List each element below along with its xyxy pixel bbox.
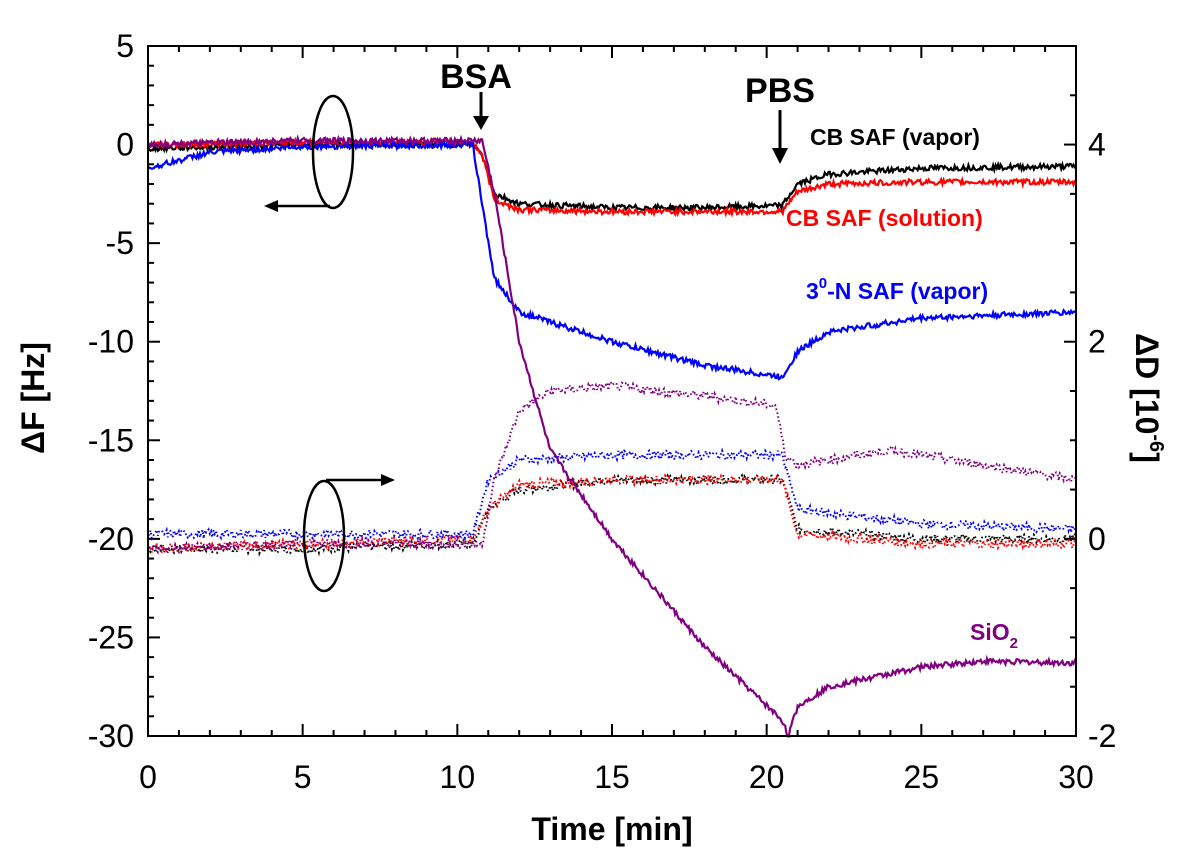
y-right-axis-label: ΔD [10-6] xyxy=(1129,333,1167,463)
right-axis-indicator-arrow-head xyxy=(381,474,395,486)
y-right-label-suffix: ] xyxy=(1129,452,1165,463)
pbs-arrow-head xyxy=(772,148,788,164)
left-axis-indicator-ellipse xyxy=(311,94,355,210)
label-cb-saf-vapor: CB SAF (vapor) xyxy=(810,124,980,150)
y-right-tick-label: 4 xyxy=(1088,127,1106,163)
x-tick-label: 0 xyxy=(139,759,157,795)
label-3n-saf-vapor: 30-N SAF (vapor) xyxy=(806,275,988,304)
y-left-tick-label: -30 xyxy=(88,718,134,754)
label-sio2-base: SiO xyxy=(970,619,1010,645)
pbs-annotation: PBS xyxy=(745,72,815,110)
y-left-tick-label: -5 xyxy=(106,225,134,261)
y-left-axis-label: ΔF [Hz] xyxy=(15,342,51,454)
x-tick-label: 5 xyxy=(294,759,312,795)
label-3n-rest: -N SAF (vapor) xyxy=(827,278,988,304)
x-tick-label: 10 xyxy=(440,759,476,795)
plot-frame xyxy=(147,45,1077,737)
bsa-annotation: BSA xyxy=(440,58,512,96)
y-right-tick-label: 2 xyxy=(1088,324,1106,360)
x-tick-label: 20 xyxy=(749,759,785,795)
x-tick-label: 15 xyxy=(594,759,630,795)
frequency-series-3 xyxy=(147,134,1077,738)
frequency-series-0 xyxy=(146,138,1077,215)
y-right-label-prefix: ΔD [10 xyxy=(1129,333,1165,434)
label-sio2-sub: 2 xyxy=(1010,635,1018,652)
y-right-label-exp: -6 xyxy=(1145,434,1167,452)
y-left-tick-label: 5 xyxy=(116,28,134,64)
y-left-tick-label: -20 xyxy=(88,521,134,557)
y-left-tick-label: 0 xyxy=(116,127,134,163)
dissipation-series-2 xyxy=(147,447,1077,542)
frequency-series-1 xyxy=(147,136,1077,218)
y-left-tick-label: -10 xyxy=(88,324,134,360)
y-right-tick-label: 0 xyxy=(1088,521,1106,557)
frequency-series-2 xyxy=(147,138,1077,381)
dissipation-series-3 xyxy=(147,379,1077,555)
bsa-arrow-head xyxy=(473,116,489,130)
series-layer xyxy=(146,134,1077,738)
y-left-tick-label: -25 xyxy=(88,619,134,655)
left-axis-indicator-arrow-head xyxy=(264,200,278,212)
y-left-tick-label: -15 xyxy=(88,422,134,458)
label-cb-saf-solution: CB SAF (solution) xyxy=(786,205,983,231)
x-tick-label: 30 xyxy=(1058,759,1094,795)
label-3n-sup: 0 xyxy=(819,275,827,292)
label-3n-base: 3 xyxy=(806,278,819,304)
x-axis-label: Time [min] xyxy=(531,811,692,847)
right-axis-indicator-ellipse xyxy=(302,479,346,593)
x-tick-label: 25 xyxy=(904,759,940,795)
y-right-tick-label: -2 xyxy=(1088,718,1116,754)
label-sio2: SiO2 xyxy=(970,619,1018,652)
